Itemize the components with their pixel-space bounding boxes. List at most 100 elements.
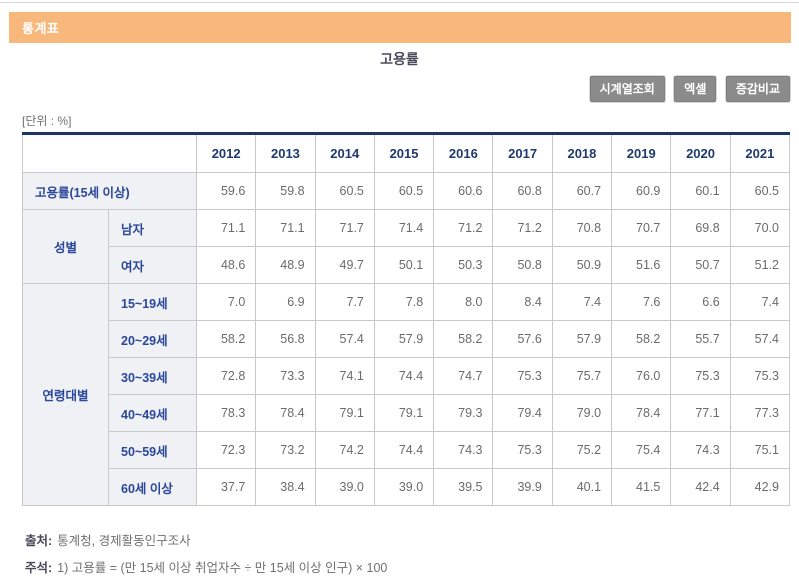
- value-cell: 79.4: [492, 394, 553, 432]
- value-cell: 60.8: [492, 172, 553, 210]
- value-cell: 71.2: [492, 209, 553, 247]
- value-cell: 77.1: [670, 394, 731, 432]
- value-cell: 57.9: [551, 320, 613, 358]
- value-cell: 57.4: [729, 320, 791, 358]
- value-cell: 39.0: [314, 468, 375, 506]
- table-row-age-30-39: 30~39세 72.8 73.3 74.1 74.4 74.7 75.3 75.…: [23, 357, 791, 395]
- value-cell: 50.8: [492, 246, 553, 284]
- value-cell: 7.8: [373, 283, 435, 321]
- value-cell: 40.1: [551, 468, 613, 506]
- value-cell: 55.7: [670, 320, 731, 358]
- value-cell: 72.8: [195, 357, 257, 395]
- value-cell: 70.0: [729, 209, 791, 247]
- row-label: 남자: [108, 209, 197, 247]
- source-line: 출처: 통계청, 경제활동인구조사: [25, 530, 799, 549]
- value-cell: 7.7: [314, 283, 375, 321]
- table-row-total: 고용률(15세 이상) 59.6 59.8 60.5 60.5 60.6 60.…: [22, 172, 791, 210]
- value-cell: 74.3: [670, 431, 731, 469]
- value-cell: 75.3: [492, 357, 553, 395]
- value-cell: 72.3: [195, 431, 257, 469]
- value-cell: 38.4: [255, 468, 316, 506]
- value-cell: 8.4: [492, 283, 553, 321]
- value-cell: 50.9: [551, 246, 613, 284]
- table-row-age-40-49: 40~49세 78.3 78.4 79.1 79.1 79.3 79.4 79.…: [23, 394, 791, 432]
- value-cell: 57.4: [314, 320, 375, 358]
- value-cell: 7.0: [195, 283, 257, 321]
- value-cell: 50.3: [433, 246, 494, 284]
- value-cell: 74.3: [433, 431, 494, 469]
- year-header: 2014: [314, 133, 375, 173]
- note-label: 주석:: [25, 561, 53, 575]
- value-cell: 74.4: [373, 431, 435, 469]
- value-cell: 78.3: [195, 394, 257, 432]
- value-cell: 51.2: [729, 246, 791, 284]
- excel-button[interactable]: 엑셀: [674, 76, 717, 102]
- note-line: 주석: 1) 고용률 = (만 15세 이상 취업자수 ÷ 만 15세 이상 인구…: [25, 557, 799, 576]
- value-cell: 6.6: [670, 283, 731, 321]
- value-cell: 69.8: [670, 209, 731, 247]
- value-cell: 8.0: [433, 283, 494, 321]
- value-cell: 60.5: [314, 172, 375, 210]
- value-cell: 75.3: [492, 431, 553, 469]
- value-cell: 6.9: [255, 283, 316, 321]
- value-cell: 60.9: [611, 172, 672, 210]
- footer: 출처: 통계청, 경제활동인구조사 주석: 1) 고용률 = (만 15세 이상 취…: [25, 530, 799, 576]
- table-row-male: 성별 남자 71.1 71.1 71.7 71.4 71.2 71.2 70.8…: [22, 209, 791, 284]
- value-cell: 71.1: [255, 209, 316, 247]
- value-cell: 7.4: [729, 283, 791, 321]
- table-row-age-50-59: 50~59세 72.3 73.2 74.2 74.4 74.3 75.3 75.…: [23, 431, 791, 469]
- row-label: 고용률(15세 이상): [22, 172, 197, 210]
- section-title: 통계표: [22, 21, 60, 36]
- value-cell: 71.7: [314, 209, 375, 247]
- top-divider: [0, 2, 799, 3]
- row-label: 40~49세: [108, 394, 197, 432]
- value-cell: 39.5: [433, 468, 494, 506]
- value-cell: 74.2: [314, 431, 375, 469]
- value-cell: 7.4: [551, 283, 613, 321]
- row-label: 20~29세: [108, 320, 197, 358]
- value-cell: 60.5: [729, 172, 791, 210]
- value-cell: 70.7: [611, 209, 672, 247]
- compare-button[interactable]: 증감비교: [725, 76, 790, 102]
- toolbar: 시계열조회 엑셀 증감비교: [0, 76, 790, 102]
- value-cell: 39.0: [373, 468, 435, 506]
- table-row-age-20-29: 20~29세 58.2 56.8 57.4 57.9 58.2 57.6 57.…: [23, 320, 791, 358]
- source-text: 통계청, 경제활동인구조사: [57, 534, 191, 548]
- row-label: 50~59세: [108, 431, 197, 469]
- section-titlebar: 통계표: [9, 12, 791, 43]
- corner-cell: [22, 133, 197, 173]
- year-header: 2013: [255, 133, 316, 173]
- value-cell: 42.4: [670, 468, 731, 506]
- value-cell: 60.5: [373, 172, 435, 210]
- value-cell: 70.8: [551, 209, 613, 247]
- value-cell: 74.4: [373, 357, 435, 395]
- value-cell: 58.2: [433, 320, 494, 358]
- row-label: 30~39세: [108, 357, 197, 395]
- year-header: 2018: [551, 133, 613, 173]
- value-cell: 79.1: [314, 394, 375, 432]
- note-text: 1) 고용률 = (만 15세 이상 취업자수 ÷ 만 15세 이상 인구) ×…: [57, 561, 388, 575]
- value-cell: 41.5: [611, 468, 672, 506]
- value-cell: 57.9: [373, 320, 435, 358]
- year-header: 2020: [670, 133, 731, 173]
- value-cell: 59.8: [255, 172, 316, 210]
- source-label: 출처:: [25, 534, 53, 548]
- value-cell: 75.1: [729, 431, 791, 469]
- value-cell: 79.1: [373, 394, 435, 432]
- value-cell: 39.9: [492, 468, 553, 506]
- value-cell: 71.4: [373, 209, 435, 247]
- year-header: 2021: [729, 133, 791, 173]
- value-cell: 50.7: [670, 246, 731, 284]
- value-cell: 58.2: [611, 320, 672, 358]
- value-cell: 37.7: [195, 468, 257, 506]
- value-cell: 56.8: [255, 320, 316, 358]
- value-cell: 51.6: [611, 246, 672, 284]
- value-cell: 48.9: [255, 246, 316, 284]
- value-cell: 73.2: [255, 431, 316, 469]
- table-row-female: 여자 48.6 48.9 49.7 50.1 50.3 50.8 50.9 51…: [23, 246, 791, 284]
- table-row-age-15-19: 연령대별 15~19세 7.0 6.9 7.7 7.8 8.0 8.4 7.4 …: [22, 283, 791, 506]
- timeseries-button[interactable]: 시계열조회: [589, 76, 665, 102]
- value-cell: 59.6: [195, 172, 257, 210]
- row-label: 60세 이상: [108, 468, 197, 506]
- year-header: 2016: [433, 133, 494, 173]
